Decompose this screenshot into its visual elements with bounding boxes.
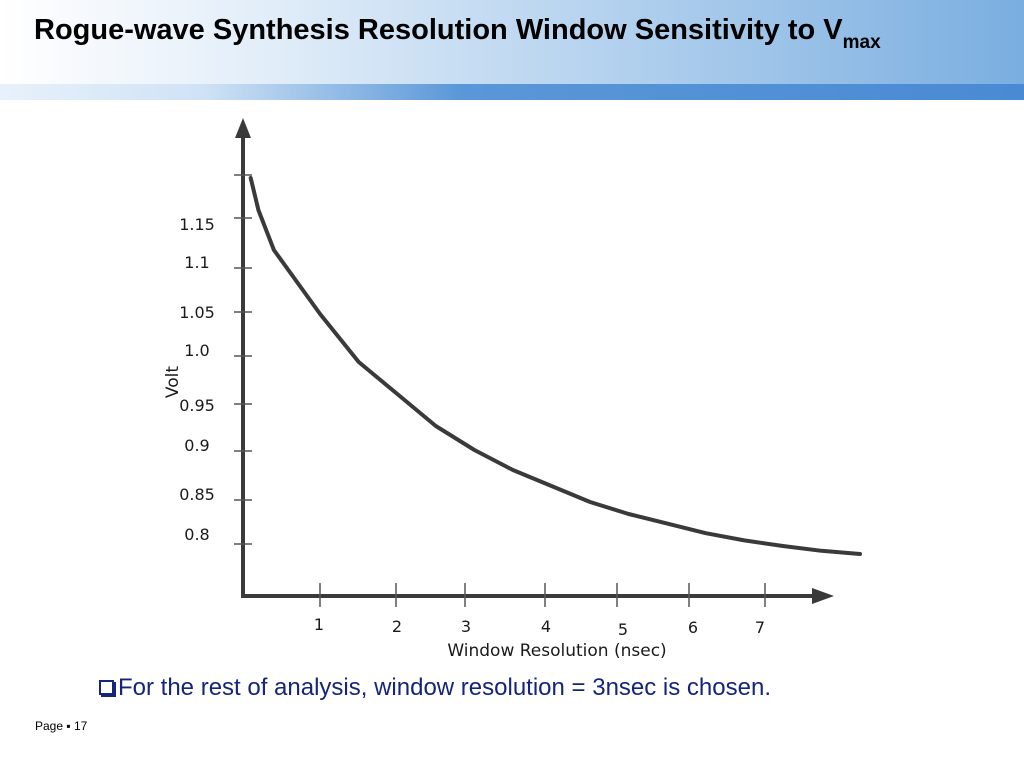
page-number: 17 bbox=[73, 719, 88, 733]
y-tick-label: 1.15 bbox=[179, 215, 215, 234]
y-tick-label: 0.85 bbox=[179, 485, 215, 504]
page-footer: Page ▪ 17 bbox=[35, 719, 87, 733]
bullet-point: For the rest of analysis, window resolut… bbox=[99, 674, 771, 702]
y-tick-label: 1.0 bbox=[184, 341, 209, 360]
title-main: Rogue-wave Synthesis Resolution Window S… bbox=[34, 14, 843, 46]
y-axis-arrow bbox=[235, 118, 251, 138]
line-chart: 0.8 0.85 0.9 0.95 1.0 1.05 1.1 1.15 1 2 3 4 5 6 7 Vol… bbox=[163, 118, 862, 661]
x-tick-label: 3 bbox=[461, 617, 471, 636]
x-tick-label: 4 bbox=[541, 617, 551, 636]
chart-axes bbox=[235, 118, 834, 604]
y-tick-label: 1.1 bbox=[184, 253, 209, 272]
x-axis-label: Window Resolution (nsec) bbox=[447, 641, 666, 661]
y-ticks: 0.8 0.85 0.9 0.95 1.0 1.05 1.1 1.15 bbox=[179, 174, 252, 545]
y-axis-label: Volt bbox=[163, 366, 183, 398]
page-label: Page bbox=[35, 719, 64, 733]
title-subscript: max bbox=[842, 31, 881, 53]
y-tick-label: 0.95 bbox=[179, 396, 215, 415]
x-tick-label: 7 bbox=[755, 618, 765, 637]
y-tick-label: 0.8 bbox=[184, 525, 209, 544]
x-tick-label: 6 bbox=[688, 618, 698, 637]
x-tick-label: 1 bbox=[314, 615, 324, 634]
title-stripe bbox=[0, 84, 1024, 100]
x-ticks: 1 2 3 4 5 6 7 bbox=[314, 583, 766, 639]
slide-title: Rogue-wave Synthesis Resolution Window S… bbox=[34, 14, 881, 53]
x-axis-arrow bbox=[812, 588, 834, 604]
title-bar bbox=[0, 0, 1024, 84]
page-separator-icon: ▪ bbox=[66, 719, 71, 733]
x-tick-label: 2 bbox=[392, 617, 402, 636]
checkbox-bullet-icon bbox=[99, 680, 114, 695]
series-group bbox=[248, 176, 862, 556]
y-tick-label: 0.9 bbox=[184, 436, 209, 455]
series-line bbox=[248, 176, 862, 556]
bullet-text: For the rest of analysis, window resolut… bbox=[118, 674, 771, 701]
y-tick-label: 1.05 bbox=[179, 303, 215, 322]
x-tick-label: 5 bbox=[618, 620, 628, 639]
